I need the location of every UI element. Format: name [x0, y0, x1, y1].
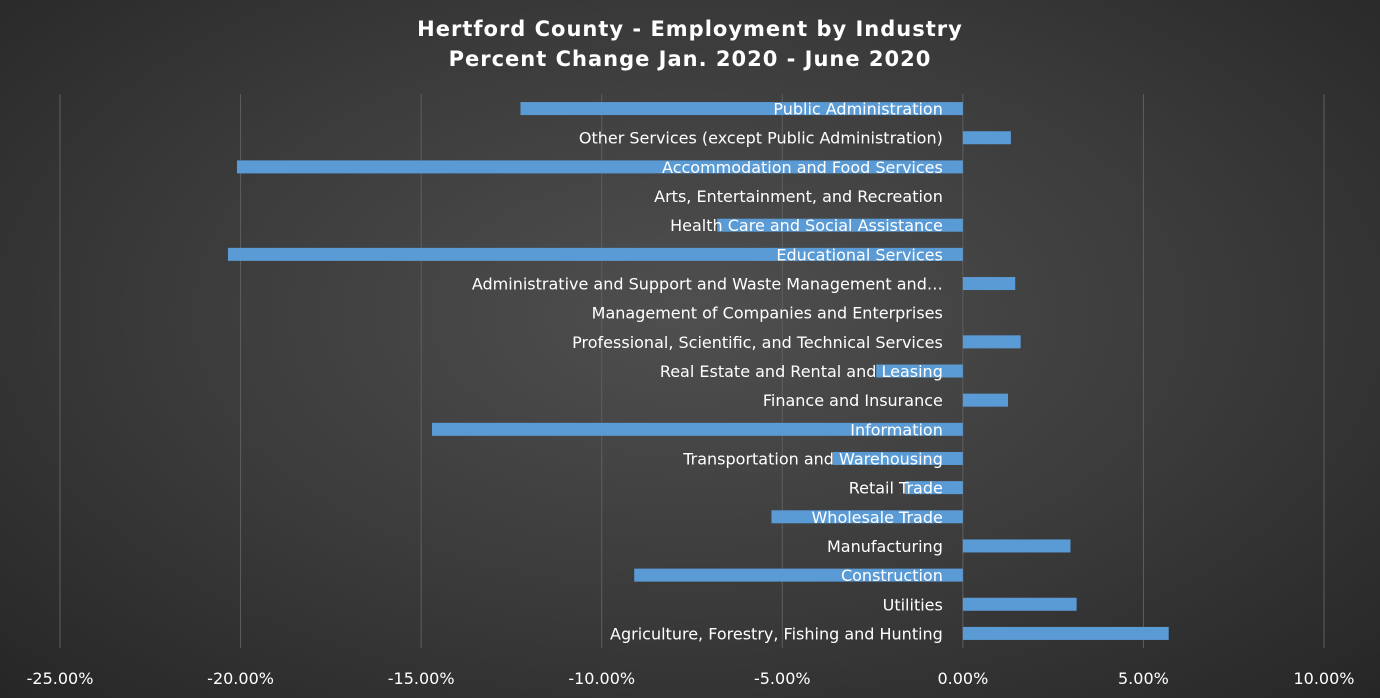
- x-tick-label: 5.00%: [1118, 669, 1169, 688]
- category-label: Finance and Insurance: [763, 391, 943, 410]
- bar: [962, 335, 1021, 349]
- category-label: Wholesale Trade: [811, 508, 942, 527]
- bar: [962, 539, 1071, 553]
- bar: [431, 422, 963, 436]
- category-label: Management of Companies and Enterprises: [592, 304, 943, 323]
- bar: [962, 131, 1011, 145]
- bar: [962, 626, 1169, 640]
- category-label: Public Administration: [773, 100, 943, 119]
- x-tick-label: 10.00%: [1293, 669, 1354, 688]
- category-label: Information: [850, 420, 943, 439]
- bar: [771, 510, 963, 524]
- x-tick-label: -15.00%: [388, 669, 455, 688]
- category-label: Administrative and Support and Waste Man…: [472, 275, 943, 294]
- bar: [962, 277, 1016, 291]
- category-label: Arts, Entertainment, and Recreation: [654, 187, 943, 206]
- bar: [832, 451, 963, 465]
- category-label: Real Estate and Rental and Leasing: [660, 362, 943, 381]
- category-label: Transportation and Warehousing: [682, 449, 943, 468]
- x-tick-label: -20.00%: [207, 669, 274, 688]
- x-tick-label: -10.00%: [568, 669, 635, 688]
- bar: [634, 568, 963, 582]
- category-label: Educational Services: [776, 245, 942, 264]
- category-label: Accommodation and Food Services: [662, 158, 943, 177]
- bar: [876, 364, 963, 378]
- x-tick-label: -5.00%: [754, 669, 811, 688]
- category-label: Construction: [841, 566, 943, 585]
- bar: [520, 102, 963, 116]
- x-tick-label: -25.00%: [27, 669, 94, 688]
- x-tick-label: 0.00%: [937, 669, 988, 688]
- chart-title: Hertford County - Employment by Industry: [417, 17, 963, 41]
- category-label: Other Services (except Public Administra…: [579, 129, 943, 148]
- bar: [236, 160, 963, 174]
- bar: [962, 393, 1008, 407]
- chart-subtitle: Percent Change Jan. 2020 - June 2020: [448, 47, 932, 71]
- category-label: Manufacturing: [827, 537, 943, 556]
- category-label: Health Care and Social Assistance: [670, 216, 943, 235]
- bar: [227, 247, 963, 261]
- category-label: Professional, Scientific, and Technical …: [572, 333, 943, 352]
- category-label: Retail Trade: [849, 479, 943, 498]
- bar: [717, 218, 963, 232]
- bar: [962, 597, 1077, 611]
- category-label: Utilities: [883, 595, 943, 614]
- bar: [905, 481, 963, 495]
- category-label: Agriculture, Forestry, Fishing and Hunti…: [610, 624, 943, 643]
